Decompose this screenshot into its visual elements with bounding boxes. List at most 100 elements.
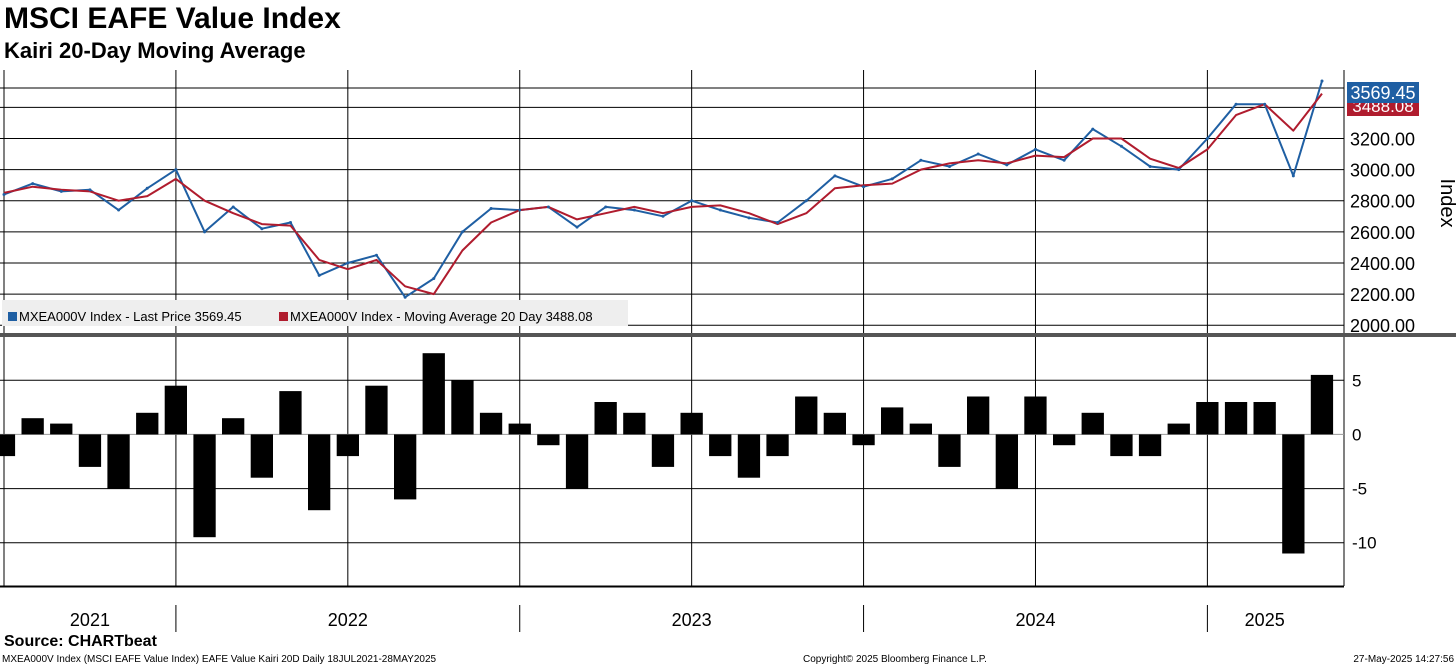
kairi-bar [594,402,617,435]
kairi-bar [680,412,703,435]
kairi-bar [50,423,73,435]
price-point [374,253,378,257]
moving-average-line [3,92,1323,296]
kairi-bar [164,385,187,435]
chart-title: MSCI EAFE Value Index [4,2,341,35]
x-tick-label: 2021 [70,610,110,630]
kairi-bar [451,380,474,435]
kairi-bar [852,434,875,446]
kairi-bar [1196,402,1219,435]
price-point [260,227,264,231]
price-point [31,182,35,186]
kairi-bar [107,434,130,489]
kairi-bar [394,434,417,500]
kairi-bar [967,396,990,435]
price-point [890,177,894,181]
price-point [1033,147,1037,151]
top-y-tick-label: 2600.00 [1350,223,1415,243]
last-price-tag: 3488.08 3569.45 [1347,82,1419,116]
price-point [518,208,522,212]
price-point [117,208,121,212]
price-point [776,221,780,225]
top-y-tick-label: 3000.00 [1350,161,1415,181]
legend-swatch-moving-average [279,312,288,321]
legend-label-price: MXEA000V Index - Last Price 3569.45 [19,309,242,324]
last-price-tag-text: 3569.45 [1350,83,1415,103]
kairi-bar [537,434,560,446]
price-point [747,216,751,220]
footer-timestamp: 27-May-2025 14:27:56 [1353,654,1454,665]
price-point [317,273,321,277]
bottom-y-tick-label: -5 [1352,480,1367,499]
price-point [1148,164,1152,168]
price-point [1320,79,1324,83]
bottom-y-tick-label: 0 [1352,425,1361,444]
price-point [1177,168,1181,172]
series [2,79,1324,299]
price-point [919,158,923,162]
kairi-bar [1282,434,1305,554]
price-point [2,192,6,196]
kairi-bar [1310,374,1334,435]
kairi-bar [651,434,675,467]
kairi-bar [78,434,102,467]
price-point [862,185,866,189]
kairi-bar [737,434,761,478]
price-point [804,199,808,203]
top-y-axis: 2000.00 2200.00 2400.00 2600.00 2800.00 3000.… [1350,98,1415,336]
kairi-bar [1053,434,1076,446]
price-point [948,164,952,168]
kairi-bar [1253,402,1276,435]
x-tick-label: 2022 [328,610,368,630]
bottom-y-axis: 5 0 -5 -10 [1352,371,1377,552]
kairi-bar [1024,396,1047,435]
kairi-bar [279,391,302,435]
kairi-bar [1081,412,1104,435]
legend-swatch-price [8,312,17,321]
price-point [661,214,665,218]
price-point [289,221,293,225]
price-point [489,207,493,211]
bottom-y-tick-label: -10 [1352,534,1377,553]
price-point [145,186,149,190]
kairi-bar [479,412,503,435]
top-y-tick-label: 2400.00 [1350,254,1415,274]
chart: 2000.00 2200.00 2400.00 2600.00 2800.00 3000.… [0,70,1456,632]
price-point [690,199,694,203]
kairi-bar [422,353,445,435]
price-point [59,189,63,193]
kairi-bar [823,412,846,435]
kairi-bar [766,434,789,457]
kairi-bar [308,434,331,511]
kairi-bar [193,434,216,538]
kairi-bar [1167,423,1190,435]
panel-divider [0,333,1456,337]
bottom-y-tick-label: 5 [1352,371,1361,390]
price-point [231,205,235,209]
price-point [88,188,92,192]
price-point [632,208,636,212]
top-y-tick-label: 2800.00 [1350,192,1415,212]
kairi-bar [250,434,273,478]
x-tick-label: 2024 [1015,610,1055,630]
kairi-bar [709,434,732,457]
price-point [174,168,178,172]
x-axis: 2021 2022 2023 2024 2025 [0,586,1344,632]
price-point [346,261,350,265]
kairi-bar [365,385,388,435]
x-tick-label: 2025 [1245,610,1285,630]
footer-description: MXEA000V Index (MSCI EAFE Value Index) E… [2,654,437,665]
kairi-bar [136,412,159,435]
kairi-histogram [0,353,1334,554]
footer-source: Source: CHARTbeat [4,633,157,650]
legend-label-moving-average: MXEA000V Index - Moving Average 20 Day 3… [290,309,593,324]
kairi-bar [623,412,646,435]
footer-copyright: Copyright© 2025 Bloomberg Finance L.P. [803,654,987,665]
price-point [1205,136,1209,140]
price-point [604,205,608,209]
chart-subtitle: Kairi 20-Day Moving Average [4,38,306,63]
price-point [203,230,207,234]
y-axis-label: Index [1436,179,1456,228]
price-point [1119,144,1123,148]
kairi-bar [881,407,904,435]
